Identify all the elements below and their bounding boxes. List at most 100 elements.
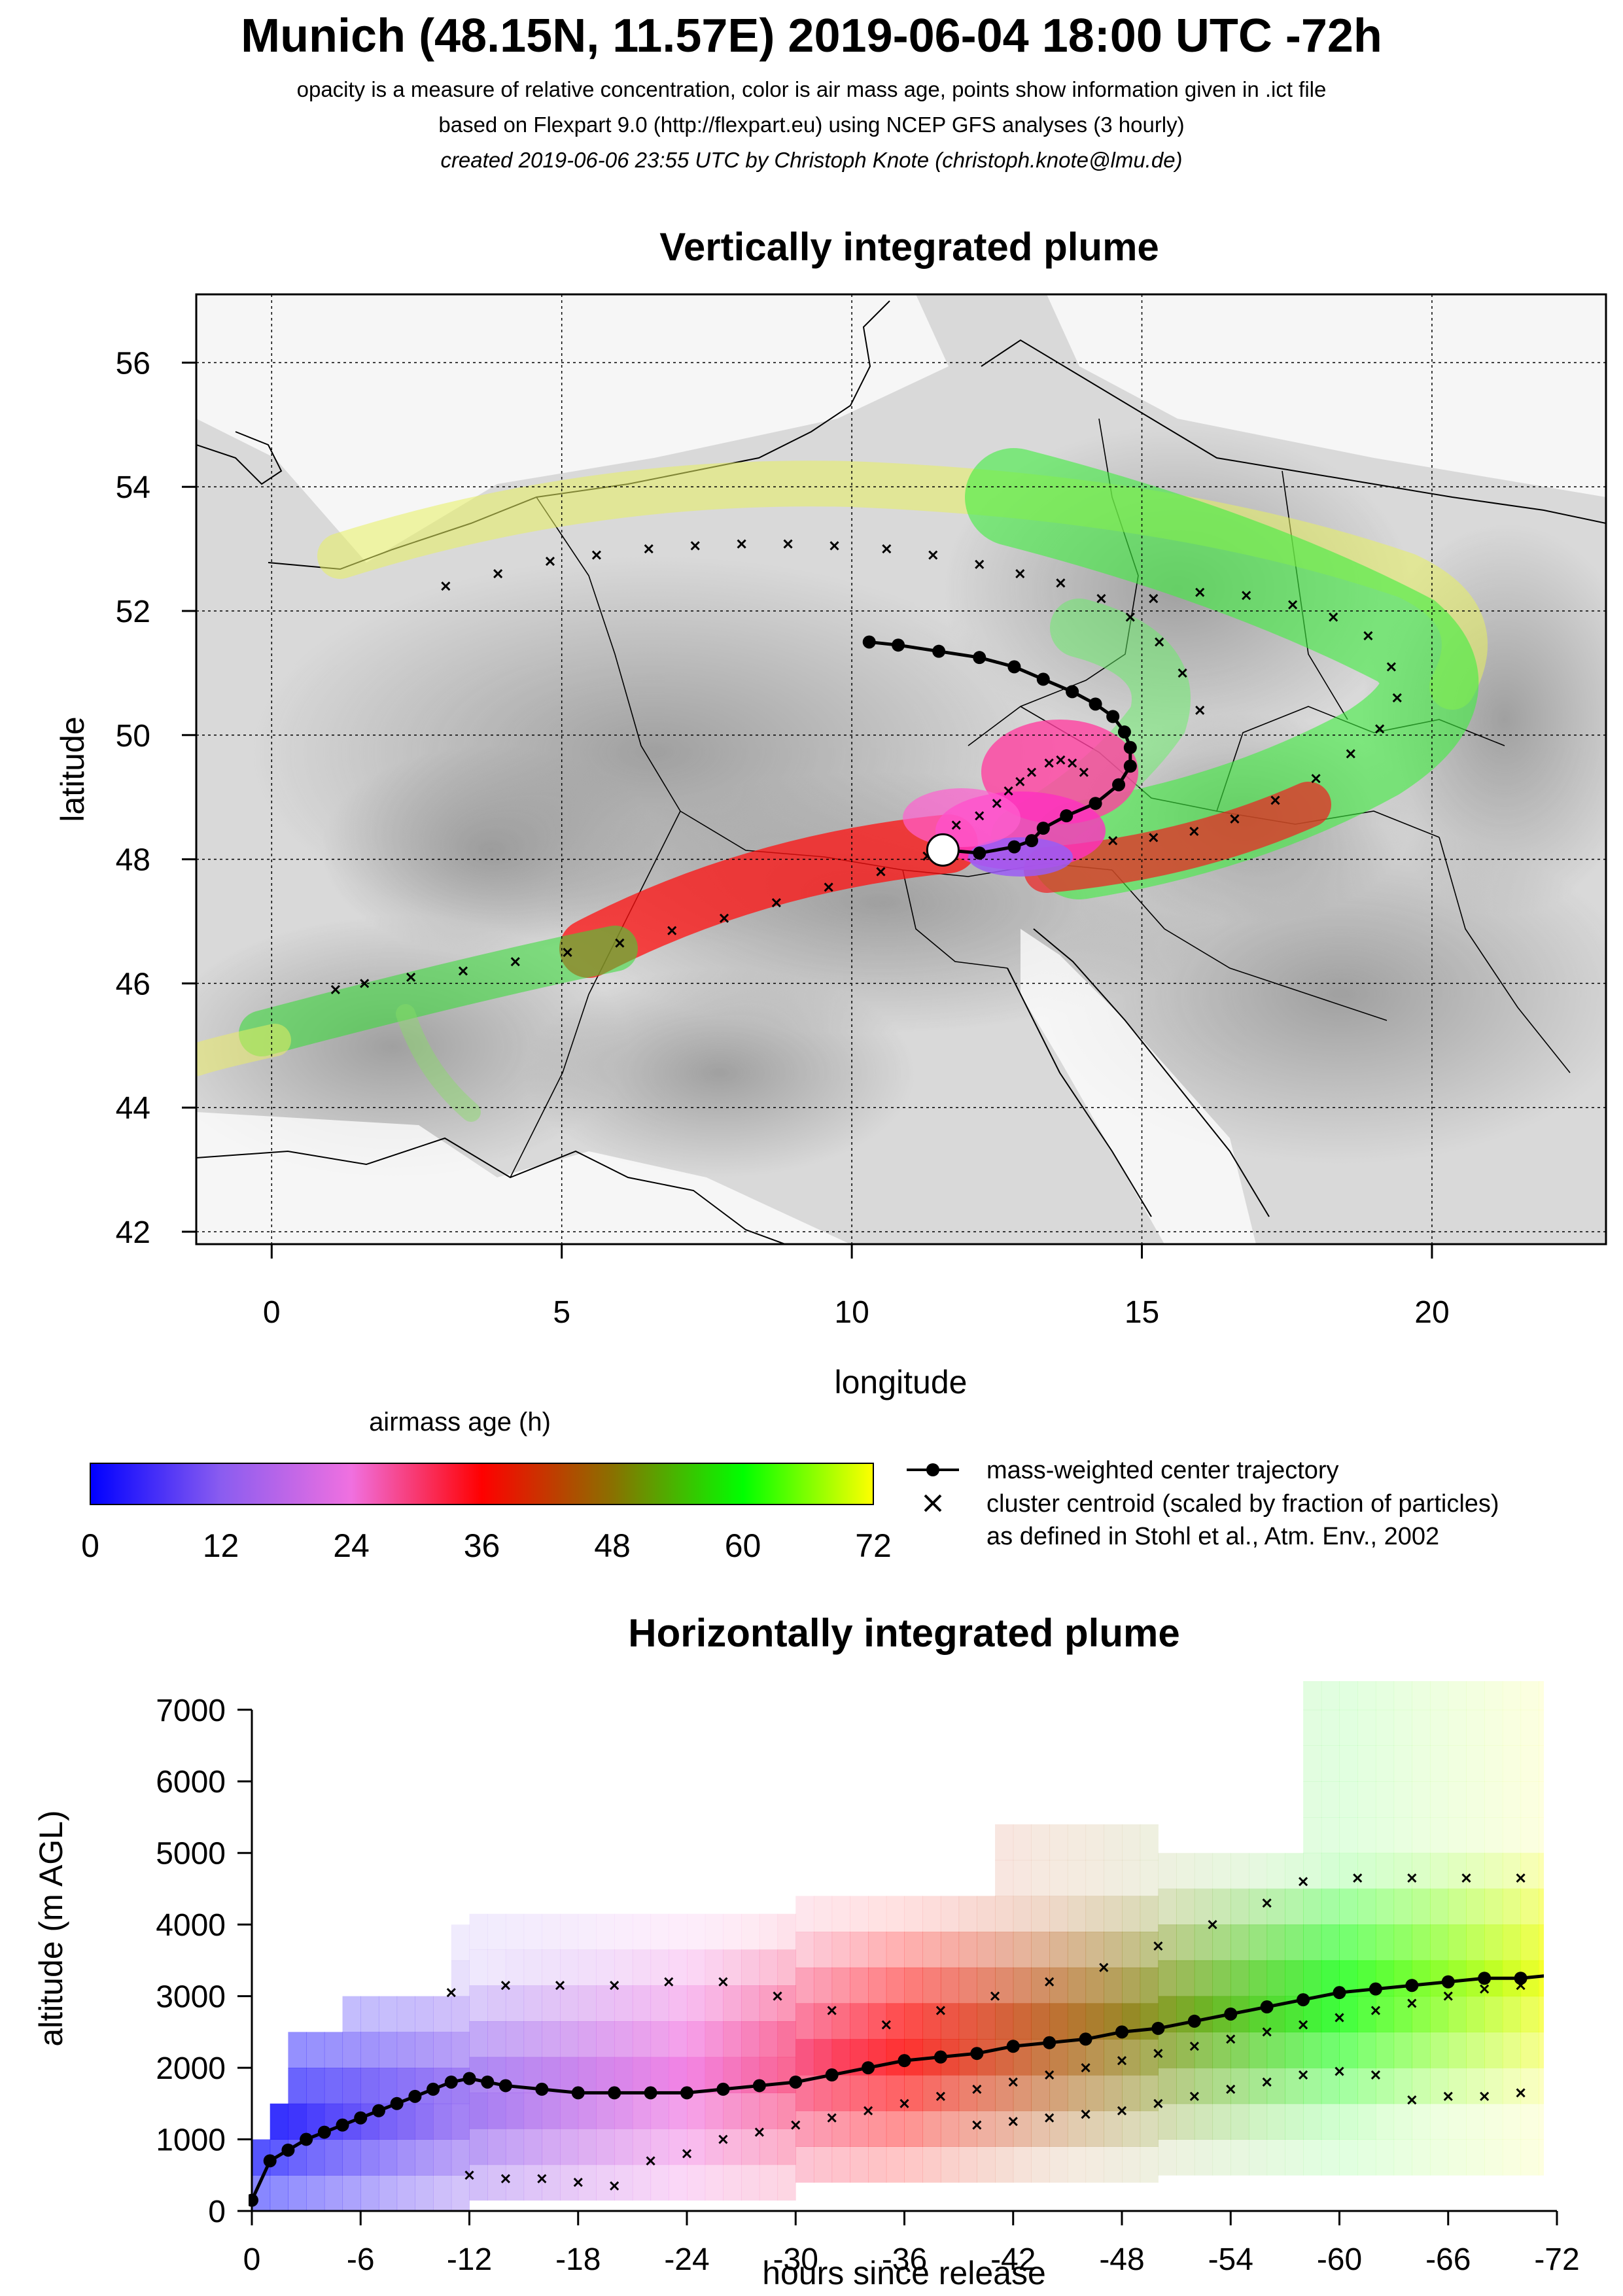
height-cell bbox=[469, 2093, 488, 2129]
height-cell bbox=[1357, 2139, 1376, 2176]
height-cluster-point bbox=[1407, 2095, 1417, 2105]
height-cell bbox=[1484, 1781, 1503, 1818]
height-cell bbox=[306, 2175, 325, 2211]
height-cluster-point bbox=[864, 2106, 873, 2115]
height-cell bbox=[1448, 2032, 1467, 2068]
height-cell bbox=[324, 2139, 343, 2176]
height-cell bbox=[396, 2139, 415, 2176]
height-cell bbox=[1212, 1852, 1231, 1889]
height-cell bbox=[324, 2032, 343, 2068]
height-cell bbox=[868, 2146, 887, 2183]
height-x-tick-label: -72 bbox=[1534, 2242, 1579, 2277]
height-cell bbox=[1303, 1960, 1322, 1997]
height-cell bbox=[759, 1949, 778, 1986]
height-cell bbox=[578, 2129, 597, 2165]
height-cell bbox=[850, 2003, 869, 2040]
height-cell bbox=[1321, 1817, 1340, 1854]
height-cell bbox=[1430, 1996, 1449, 2032]
height-cell bbox=[958, 1967, 977, 2004]
map-title: Vertically integrated plume bbox=[659, 225, 1159, 269]
height-y-tick-label: 5000 bbox=[156, 1837, 226, 1871]
height-cluster-point bbox=[1299, 2070, 1308, 2080]
height-cell bbox=[904, 1896, 923, 1932]
height-cell bbox=[1031, 1824, 1050, 1861]
height-cell bbox=[487, 1949, 506, 1986]
map-cluster-point bbox=[406, 972, 416, 982]
height-cluster-point bbox=[500, 2174, 510, 2183]
height-cluster-point bbox=[1443, 1991, 1453, 2001]
height-cell bbox=[614, 2093, 633, 2129]
height-trajectory-point bbox=[1297, 1993, 1310, 2007]
height-cell bbox=[1466, 1709, 1485, 1747]
map-cluster-point bbox=[1242, 591, 1251, 600]
height-cell bbox=[451, 1924, 470, 1961]
height-cell bbox=[1448, 1709, 1467, 1747]
colorbar-tick-label: 36 bbox=[464, 1527, 500, 1564]
map-cluster-point bbox=[441, 581, 451, 591]
height-cell bbox=[1502, 1852, 1522, 1889]
height-cell bbox=[1375, 1852, 1395, 1889]
height-cluster-point bbox=[1262, 2077, 1272, 2087]
height-x-tick-label: -48 bbox=[1099, 2242, 1144, 2277]
map-cluster-point bbox=[1189, 826, 1199, 836]
height-cell bbox=[705, 2093, 724, 2129]
map-trajectory-point bbox=[1117, 725, 1131, 739]
height-cell bbox=[433, 2103, 452, 2140]
height-cell bbox=[1448, 1781, 1467, 1818]
height-cluster-point bbox=[1262, 2027, 1272, 2037]
height-cell bbox=[1412, 1817, 1431, 1854]
height-concentration-cells bbox=[252, 1681, 1544, 2211]
height-cluster-point bbox=[1262, 1898, 1272, 1908]
height-cell bbox=[505, 1949, 525, 1986]
map-cluster-point bbox=[1392, 693, 1402, 703]
height-cell bbox=[396, 2032, 415, 2068]
height-cell bbox=[1484, 1888, 1503, 1925]
height-cell bbox=[1194, 1888, 1213, 1925]
height-cell bbox=[922, 1896, 941, 1932]
height-cell bbox=[342, 2139, 361, 2176]
map-cluster-point bbox=[1056, 755, 1066, 765]
height-trajectory-point bbox=[862, 2061, 875, 2075]
height-trajectory-point bbox=[281, 2143, 295, 2157]
height-cluster-point bbox=[1226, 2084, 1236, 2094]
height-cell bbox=[1140, 2110, 1159, 2147]
height-cluster-point bbox=[718, 1977, 728, 1987]
height-y-tick-label: 4000 bbox=[156, 1908, 226, 1943]
height-cell bbox=[1539, 1817, 1544, 1854]
height-cell bbox=[1339, 2032, 1358, 2068]
map-trajectory-point bbox=[1036, 672, 1050, 686]
height-trajectory-point bbox=[317, 2125, 331, 2139]
height-cell bbox=[578, 1985, 597, 2022]
height-x-tick-label: -42 bbox=[990, 2242, 1036, 2277]
height-cell bbox=[1357, 2032, 1376, 2068]
map-cluster-point bbox=[1195, 587, 1205, 597]
height-cell bbox=[995, 2003, 1014, 2040]
height-cell bbox=[505, 2093, 525, 2129]
height-cell bbox=[542, 1913, 561, 1950]
height-cell bbox=[1266, 1852, 1285, 1889]
height-cell bbox=[831, 2075, 850, 2112]
height-cell bbox=[451, 2103, 470, 2140]
height-cell bbox=[1520, 1681, 1539, 1711]
height-cell bbox=[868, 1932, 887, 1968]
height-cell bbox=[1176, 2139, 1195, 2176]
height-cell bbox=[560, 1985, 579, 2022]
height-cell bbox=[1194, 2068, 1213, 2104]
height-cell bbox=[1230, 1888, 1249, 1925]
height-cluster-point bbox=[1153, 2098, 1163, 2108]
height-cell bbox=[378, 1996, 398, 2032]
height-cell bbox=[687, 2093, 706, 2129]
plot-legend: mass-weighted center trajectory cluster … bbox=[907, 1457, 1499, 1550]
height-cell bbox=[1375, 2103, 1395, 2140]
map-cluster-point bbox=[615, 938, 625, 948]
height-trajectory-point bbox=[1514, 1972, 1527, 1985]
height-y-tick-label: 7000 bbox=[156, 1694, 226, 1728]
map-y-tick-label: 56 bbox=[116, 346, 150, 381]
height-cell bbox=[1520, 1996, 1539, 2032]
height-cell bbox=[1539, 1745, 1544, 1782]
height-cell bbox=[1085, 2039, 1104, 2076]
height-cluster-point bbox=[1008, 2117, 1018, 2127]
height-cell bbox=[1085, 1824, 1104, 1861]
height-cell bbox=[451, 1996, 470, 2032]
height-cell bbox=[723, 1985, 742, 2022]
